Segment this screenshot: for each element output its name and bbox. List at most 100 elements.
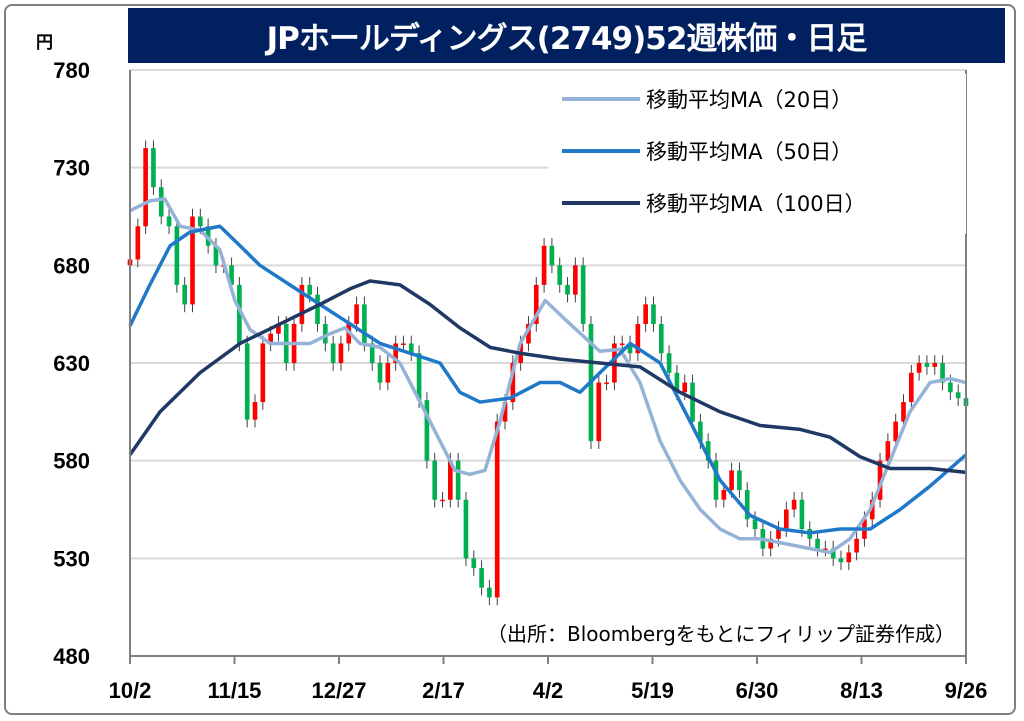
candle-down [651,304,656,324]
candle-down [666,353,672,373]
candle-up [596,382,602,442]
candle-down [479,568,484,588]
line-ma100 [128,279,967,475]
candle-down [158,187,164,217]
candle-down [424,400,430,461]
candle-down [744,489,750,520]
candle-up [619,343,625,345]
y-tick-label: 480 [53,644,90,669]
candle-down [151,148,156,188]
candle-up [573,265,578,295]
candle-down [362,304,367,344]
candle-up [385,363,391,383]
candle-up [729,470,734,490]
candle-down [713,460,719,500]
candle-up [143,148,148,227]
candle-up [401,343,406,345]
candle-up [252,402,258,420]
candle-down [752,519,758,530]
candle-down [940,363,945,383]
candle-up [854,538,859,553]
candle-up [869,499,875,520]
x-tick-label: 6/30 [736,678,779,703]
candle-up [299,284,305,324]
candle-down [174,226,180,285]
candle-up [823,548,828,551]
y-tick-label: 680 [53,253,90,278]
candle-up [932,363,938,367]
x-tick-label: 4/2 [533,678,564,703]
candle-down [830,548,836,559]
candle-up [541,245,547,285]
candle-down [557,265,563,285]
candle-up [721,489,727,500]
x-tick-label: 9/26 [945,678,988,703]
candle-down [197,216,203,227]
x-tick-label: 11/15 [208,678,262,703]
candle-down [580,265,586,324]
candle-down [416,353,422,401]
candle-down [377,363,383,383]
candle-up [510,363,516,403]
candle-down [408,343,414,354]
legend-label-ma100: 移動平均MA（100日） [646,192,866,216]
candle-up [190,216,195,305]
candle-up [440,499,445,502]
y-tick-label: 530 [53,546,90,571]
candle-up [635,323,641,354]
y-axis-unit-label: 円 [36,33,53,53]
candle-down [463,499,469,559]
candle-up [776,529,781,539]
candle-down [455,460,461,500]
candle-down [182,284,188,305]
x-tick-label: 8/13 [840,678,883,703]
source-note: （出所：Bloombergをもとにフィリップ証券作成） [487,622,955,646]
candle-up [908,372,914,403]
x-tick-label: 5/19 [631,678,674,703]
candle-down [471,558,477,569]
legend-label-ma20: 移動平均MA（20日） [646,88,852,112]
y-tick-label: 730 [53,156,90,181]
legend-label-ma50: 移動平均MA（50日） [646,140,852,164]
x-tick-label: 2/17 [422,678,465,703]
candle-up [783,509,789,530]
candle-down [166,216,172,227]
candle-up [393,343,398,363]
candle-down [213,245,219,266]
candle-up [135,226,141,260]
candle-down [330,343,336,363]
candle-down [549,245,555,266]
chart-title: JPホールディングス(2749)52週株価・日足 [128,8,1005,63]
candle-down [690,382,695,422]
candle-up [268,333,273,344]
candle-up [846,552,852,563]
candle-down [815,538,820,549]
candle-up [885,441,891,461]
candle-up [494,421,500,598]
candle-down [244,343,250,420]
candle-down [658,323,664,354]
candle-up [260,343,266,403]
candle-up [768,538,773,549]
candle-up [448,460,453,500]
candle-up [338,343,344,363]
candle-down [948,382,953,393]
legend: 移動平均MA（20日） 移動平均MA（50日） 移動平均MA（100日） [548,74,966,234]
candle-down [698,421,703,442]
candle-up [901,402,906,422]
candle-down [315,294,320,324]
candle-down [705,441,711,461]
candle-down [627,343,633,354]
x-tick-label: 12/27 [311,678,366,703]
candle-down [237,284,242,344]
candle-down [487,587,492,598]
candle-down [369,343,375,363]
candle-down [799,499,805,530]
chart-frame [4,4,1016,715]
candle-down [323,323,328,344]
candle-up [526,323,531,344]
candle-up [916,363,922,373]
y-tick-label: 780 [53,58,90,83]
candle-up [604,382,609,385]
x-tick-label: 10/2 [109,678,152,703]
